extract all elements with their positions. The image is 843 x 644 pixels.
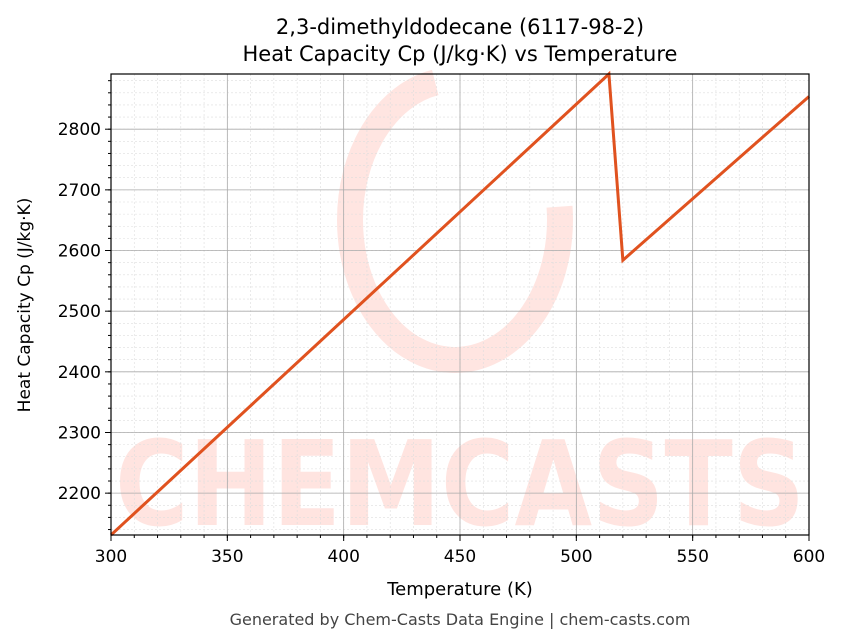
series-lines bbox=[109, 70, 810, 537]
x-axis-label: Temperature (K) bbox=[386, 579, 533, 600]
y-tick-label: 2800 bbox=[58, 120, 101, 140]
series-line-cp bbox=[109, 70, 810, 537]
y-tick-label: 2700 bbox=[58, 181, 101, 201]
y-tick-label: 2200 bbox=[58, 484, 101, 504]
x-tick-label: 550 bbox=[676, 547, 708, 567]
chart-title-line2: Heat Capacity Cp (J/kg·K) vs Temperature bbox=[243, 42, 678, 66]
axis-ticks: 300 350 400 450 500 550 600 2200 2300 2400 2500 260… bbox=[58, 80, 825, 567]
x-tick-label: 350 bbox=[211, 547, 243, 567]
y-tick-label: 2500 bbox=[58, 302, 101, 322]
y-axis-label: Heat Capacity Cp (J/kg·K) bbox=[15, 198, 35, 413]
x-tick-label: 500 bbox=[560, 547, 592, 567]
y-tick-label: 2400 bbox=[58, 363, 101, 383]
y-tick-label: 2600 bbox=[58, 242, 101, 262]
grid bbox=[110, 74, 810, 535]
x-tick-label: 400 bbox=[327, 547, 359, 567]
footer: Generated by Chem-Casts Data Engine | ch… bbox=[230, 610, 691, 629]
plot-frame bbox=[110, 73, 810, 536]
chart-title-line1: 2,3-dimethyldodecane (6117-98-2) bbox=[276, 15, 644, 39]
x-tick-label: 300 bbox=[95, 547, 127, 567]
x-tick-label: 600 bbox=[793, 547, 825, 567]
x-tick-label: 450 bbox=[444, 547, 476, 567]
y-tick-label: 2300 bbox=[58, 423, 101, 443]
